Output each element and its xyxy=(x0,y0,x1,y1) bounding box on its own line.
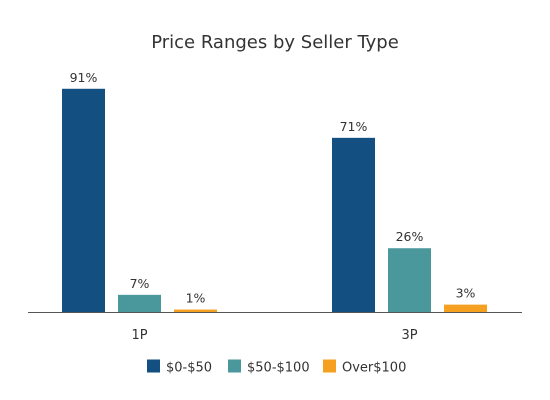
bar-3p-series-2 xyxy=(444,304,487,312)
bars-layer xyxy=(62,88,487,312)
data-label-1p-series-2: 1% xyxy=(186,291,206,306)
x-tick-labels: 1P 3P xyxy=(131,328,417,343)
data-label-1p-series-0: 91% xyxy=(70,70,98,85)
bar-1p-series-1 xyxy=(118,294,161,312)
data-label-3p-series-1: 26% xyxy=(396,229,424,244)
legend-swatch-series-2 xyxy=(323,359,336,373)
legend-label-series-2: Over$100 xyxy=(342,361,406,376)
data-label-1p-series-1: 7% xyxy=(130,276,150,291)
x-tick-label-3p: 3P xyxy=(401,328,417,343)
legend[interactable]: $0-$50 $50-$100 Over$100 xyxy=(147,359,406,376)
bar-3p-series-0 xyxy=(332,137,375,312)
chart-title: Price Ranges by Seller Type xyxy=(151,32,399,53)
bar-1p-series-0 xyxy=(62,88,105,312)
bar-1p-series-2 xyxy=(174,309,217,312)
legend-item-series-2[interactable]: Over$100 xyxy=(323,359,406,376)
data-labels-layer: 91% 7% 1% 71% 26% 3% xyxy=(70,70,476,306)
bar-3p-series-1 xyxy=(388,248,431,312)
data-label-3p-series-2: 3% xyxy=(456,286,476,301)
legend-item-series-1[interactable]: $50-$100 xyxy=(228,359,310,376)
legend-label-series-0: $0-$50 xyxy=(166,361,212,376)
legend-item-series-0[interactable]: $0-$50 xyxy=(147,359,212,376)
x-tick-label-1p: 1P xyxy=(131,328,147,343)
legend-swatch-series-0 xyxy=(147,359,160,373)
data-label-3p-series-0: 71% xyxy=(340,119,368,134)
legend-swatch-series-1 xyxy=(228,359,241,373)
legend-label-series-1: $50-$100 xyxy=(247,361,310,376)
